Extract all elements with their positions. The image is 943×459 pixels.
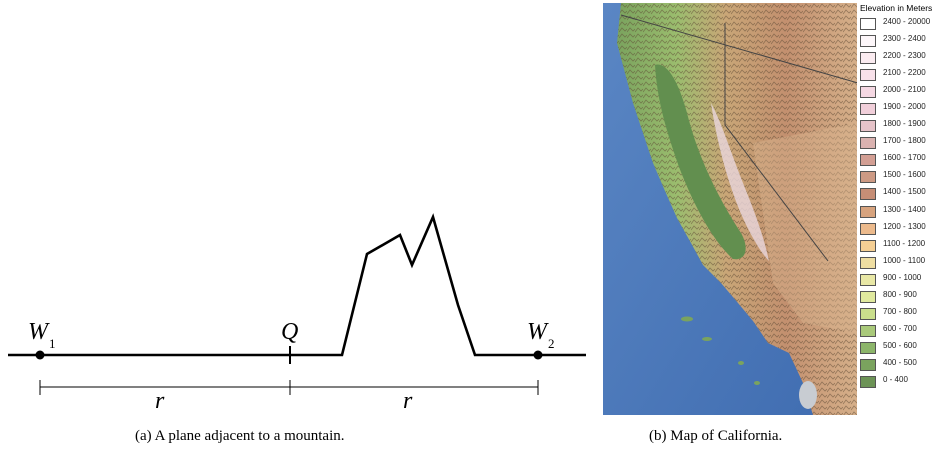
legend-swatch	[860, 103, 876, 116]
label-r-left: r	[155, 388, 165, 414]
plane-mountain-diagram: W 1 Q W 2 r r	[8, 213, 586, 414]
legend-item: 600 - 700	[857, 323, 943, 340]
legend-item: 700 - 800	[857, 306, 943, 323]
legend-item: 2200 - 2300	[857, 50, 943, 67]
legend-label: 1300 - 1400	[883, 204, 926, 214]
label-w1: W	[28, 319, 50, 345]
distance-dimension-lines	[39, 380, 539, 395]
elevation-legend: Elevation in Meters 2400 - 20000 2300 - 2…	[857, 3, 943, 415]
high-mountains	[711, 103, 769, 261]
legend-swatch	[860, 18, 876, 30]
legend-label: 400 - 500	[883, 357, 917, 367]
legend-label: 2400 - 20000	[883, 17, 931, 26]
legend-item: 0 - 400	[857, 374, 943, 391]
legend-label: 700 - 800	[883, 306, 917, 316]
terrain-profile	[8, 213, 586, 357]
legend-swatch	[860, 188, 876, 201]
legend-item: 1800 - 1900	[857, 118, 943, 135]
california-elevation-map	[603, 3, 858, 415]
desert-highlands	[753, 123, 858, 333]
legend-item: 2300 - 2400	[857, 33, 943, 50]
legend-label: 1500 - 1600	[883, 170, 926, 180]
legend-swatch	[860, 256, 876, 269]
point-w1	[35, 350, 45, 360]
legend-swatch	[860, 205, 876, 218]
legend-swatch	[860, 86, 876, 99]
legend-item: 1100 - 1200	[857, 238, 943, 255]
legend-label: 600 - 700	[883, 323, 917, 333]
legend-swatch	[860, 137, 876, 150]
figure-b: Elevation in Meters 2400 - 20000 2300 - 2…	[603, 0, 943, 459]
legend-swatch	[860, 222, 876, 235]
label-w1-subscript: 1	[49, 336, 56, 351]
state-border-north	[620, 14, 858, 84]
legend-label: 1600 - 1700	[883, 153, 926, 163]
label-q: Q	[281, 319, 298, 345]
legend-item: 1900 - 2000	[857, 101, 943, 118]
legend-swatch	[860, 358, 876, 371]
legend-swatch	[860, 154, 876, 167]
legend-label: 0 - 400	[883, 374, 908, 384]
legend-swatch	[860, 120, 876, 133]
legend-label: 2300 - 2400	[883, 34, 926, 44]
legend-item: 2000 - 2100	[857, 84, 943, 101]
legend-swatch	[860, 35, 876, 48]
legend-item: 1200 - 1300	[857, 221, 943, 238]
legend-label: 1900 - 2000	[883, 102, 926, 112]
legend-swatch	[860, 307, 876, 320]
salton-sea	[799, 381, 817, 409]
caption-b: (b) Map of California.	[649, 428, 783, 444]
legend-items: 2400 - 20000 2300 - 2400 2200 - 2300 2100 -…	[857, 16, 943, 391]
legend-swatch	[860, 290, 876, 303]
central-valley	[655, 64, 746, 260]
legend-item: 400 - 500	[857, 357, 943, 374]
legend-swatch	[860, 324, 876, 337]
legend-swatch	[860, 273, 876, 286]
state-border-diagonal	[724, 124, 829, 262]
legend-label: 1000 - 1100	[883, 255, 926, 265]
legend-label: 900 - 1000	[883, 272, 922, 282]
legend-swatch	[860, 239, 876, 252]
legend-item: 1700 - 1800	[857, 135, 943, 152]
legend-item: 900 - 1000	[857, 272, 943, 289]
legend-label: 1200 - 1300	[883, 221, 926, 231]
legend-item: 500 - 600	[857, 340, 943, 357]
legend-item: 2400 - 20000	[857, 16, 943, 33]
island-4	[754, 381, 760, 385]
island-3	[738, 361, 744, 365]
caption-a: (a) A plane adjacent to a mountain.	[135, 428, 345, 444]
legend-item: 800 - 900	[857, 289, 943, 306]
legend-swatch	[860, 171, 876, 184]
legend-label: 800 - 900	[883, 289, 917, 299]
point-w2	[533, 350, 543, 360]
legend-swatch	[860, 69, 876, 82]
legend-label: 1800 - 1900	[883, 119, 926, 129]
legend-title: Elevation in Meters	[860, 3, 933, 13]
legend-label: 1100 - 1200	[883, 238, 926, 248]
label-r-right: r	[403, 388, 413, 414]
island-1	[681, 316, 693, 322]
figure-a: W 1 Q W 2 r r	[8, 213, 586, 414]
label-w2-subscript: 2	[548, 336, 555, 351]
legend-item: 1400 - 1500	[857, 186, 943, 203]
island-2	[702, 337, 712, 341]
legend-label: 1700 - 1800	[883, 136, 926, 146]
label-w2: W	[527, 319, 549, 345]
legend-label: 1400 - 1500	[883, 187, 926, 197]
legend-label: 500 - 600	[883, 340, 917, 350]
legend-item: 1500 - 1600	[857, 169, 943, 186]
legend-label: 2100 - 2200	[883, 68, 926, 78]
legend-item: 1300 - 1400	[857, 204, 943, 221]
legend-item: 2100 - 2200	[857, 67, 943, 84]
legend-item: 1000 - 1100	[857, 255, 943, 272]
legend-swatch	[860, 52, 876, 65]
legend-label: 2200 - 2300	[883, 51, 926, 61]
legend-swatch	[860, 375, 876, 388]
legend-item: 1600 - 1700	[857, 152, 943, 169]
legend-label: 2000 - 2100	[883, 85, 926, 95]
legend-swatch	[860, 341, 876, 354]
